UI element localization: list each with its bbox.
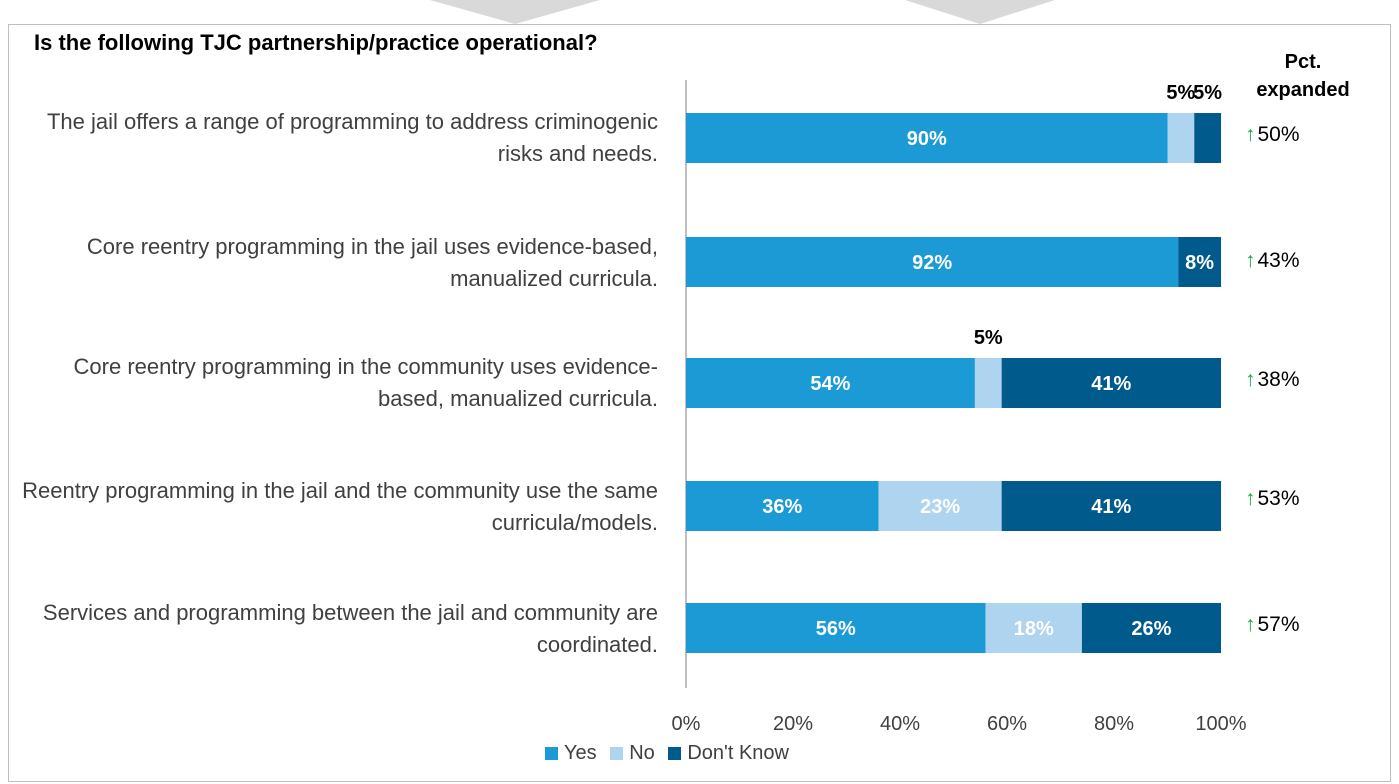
pct-expanded-value: ↑38% xyxy=(1245,368,1300,392)
pct-expanded-header: Pct. expanded xyxy=(1238,48,1368,104)
x-tick-label: 40% xyxy=(880,713,920,735)
legend-item-no: No xyxy=(610,742,655,765)
up-arrow-icon: ↑ xyxy=(1245,487,1256,510)
legend-swatch-dont-know xyxy=(668,747,682,761)
data-label: 23% xyxy=(920,496,960,518)
legend-item-yes: Yes xyxy=(545,742,597,765)
bar-segment-yes xyxy=(686,481,879,531)
bar-segment-no xyxy=(1167,113,1195,163)
top-decoration-left xyxy=(430,0,600,24)
bar-segment-don-t-know xyxy=(1001,481,1221,531)
x-tick-label: 80% xyxy=(1094,713,1134,735)
bar-segment-no xyxy=(974,358,1002,408)
data-label: 90% xyxy=(907,128,947,150)
pct-expanded-value: ↑53% xyxy=(1245,487,1300,511)
data-label: 5% xyxy=(1193,82,1222,104)
top-decoration-right xyxy=(905,0,1055,24)
x-tick-label: 20% xyxy=(773,713,813,735)
pct-expanded-value: ↑43% xyxy=(1245,249,1300,273)
category-label: Services and programming between the jai… xyxy=(42,600,658,657)
bar-segment-no xyxy=(878,481,1002,531)
x-tick-label: 100% xyxy=(1195,713,1246,735)
pct-expanded-text: 43% xyxy=(1257,249,1300,272)
data-label: 36% xyxy=(762,496,802,518)
x-tick-label: 60% xyxy=(987,713,1027,735)
pct-expanded-value: ↑50% xyxy=(1245,123,1300,147)
pct-expanded-text: 53% xyxy=(1257,487,1300,510)
legend: Yes No Don't Know xyxy=(545,742,797,765)
category-label: Core reentry programming in the jail use… xyxy=(86,234,658,291)
chart-title: Is the following TJC partnership/practic… xyxy=(34,30,598,55)
pct-expanded-value: ↑57% xyxy=(1245,613,1300,637)
pct-expanded-text: 57% xyxy=(1257,613,1300,636)
legend-label: No xyxy=(629,742,655,764)
legend-swatch-yes xyxy=(545,747,558,761)
pct-expanded-text: 50% xyxy=(1257,123,1300,146)
bar-segment-yes xyxy=(686,603,986,653)
data-label: 18% xyxy=(1014,618,1054,640)
up-arrow-icon: ↑ xyxy=(1245,368,1256,391)
pct-expanded-header-text: Pct. expanded xyxy=(1256,51,1350,101)
legend-swatch-no xyxy=(610,747,624,761)
data-label: 54% xyxy=(810,373,850,395)
bar-segment-yes xyxy=(686,113,1168,163)
legend-label: Don't Know xyxy=(687,742,789,764)
bar-segment-don-t-know xyxy=(1194,113,1221,163)
category-label: The jail offers a range of programming t… xyxy=(46,109,658,166)
x-tick-label: 0% xyxy=(672,713,701,735)
category-label: Reentry programming in the jail and the … xyxy=(22,478,658,535)
bar-segment-yes xyxy=(686,237,1179,287)
bar-segment-don-t-know xyxy=(1001,358,1221,408)
up-arrow-icon: ↑ xyxy=(1245,249,1256,272)
data-label: 41% xyxy=(1091,496,1131,518)
data-label: 41% xyxy=(1091,373,1131,395)
data-label: 26% xyxy=(1131,618,1171,640)
data-label: 5% xyxy=(1166,82,1195,104)
pct-expanded-text: 38% xyxy=(1257,368,1300,391)
up-arrow-icon: ↑ xyxy=(1245,123,1256,146)
up-arrow-icon: ↑ xyxy=(1245,613,1256,636)
data-label: 92% xyxy=(912,252,952,274)
bar-segment-don-t-know xyxy=(1081,603,1221,653)
data-label: 5% xyxy=(974,327,1003,349)
bar-segment-no xyxy=(985,603,1082,653)
data-label: 56% xyxy=(816,618,856,640)
bar-segment-don-t-know xyxy=(1178,237,1221,287)
category-label: Core reentry programming in the communit… xyxy=(73,354,658,411)
legend-item-dont-know: Don't Know xyxy=(668,742,789,765)
legend-label: Yes xyxy=(564,742,597,764)
bar-segment-yes xyxy=(686,358,975,408)
data-label: 8% xyxy=(1185,252,1214,274)
